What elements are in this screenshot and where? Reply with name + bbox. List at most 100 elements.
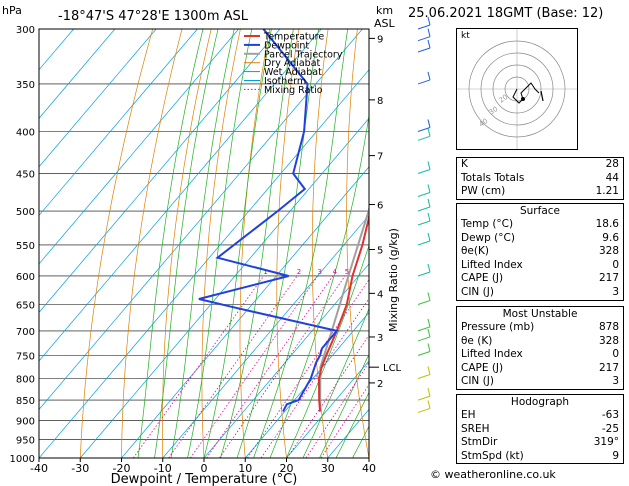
temp-tick-label: 0 xyxy=(201,462,208,475)
isotherm-line xyxy=(39,29,116,119)
temp-tick-label: -10 xyxy=(154,462,172,475)
legend-label: Dry Adiabat xyxy=(264,58,321,69)
temp-tick-label: -40 xyxy=(30,462,48,475)
mixing-ratio-line xyxy=(168,275,298,458)
temp-tick-label: -20 xyxy=(113,462,131,475)
index-row: PW (cm) 1.21 xyxy=(461,185,619,198)
pressure-tick-label: 850 xyxy=(16,396,35,407)
surface-row: Lifted Index 0 xyxy=(461,258,619,271)
mu-row: CAPE (J) 217 xyxy=(461,361,619,374)
dry-adiabat-line xyxy=(239,29,271,458)
wind-barb xyxy=(417,79,431,85)
wind-barb xyxy=(417,300,431,305)
wind-barb xyxy=(427,119,431,128)
wind-barb xyxy=(417,135,431,141)
indices-table: K 28 Totals Totals 44 PW (cm) 1.21 xyxy=(456,157,624,200)
legend-label: Temperature xyxy=(263,32,324,43)
index-row: Totals Totals 44 xyxy=(461,171,619,184)
x-axis-label: Dewpoint / Temperature (°C) xyxy=(111,472,298,486)
mixing-ratio-label: 25 xyxy=(438,268,447,276)
mu-row: θe (K) 328 xyxy=(461,334,619,347)
pressure-tick-label: 1000 xyxy=(10,454,35,465)
pressure-tick-label: 950 xyxy=(16,436,35,447)
mixing-ratio-label: 3 xyxy=(317,268,321,276)
mixing-ratio-label: 5 xyxy=(345,268,349,276)
temp-tick-label: 30 xyxy=(321,462,335,475)
wind-barb xyxy=(417,407,431,413)
mu-row: Lifted Index 0 xyxy=(461,348,619,361)
pressure-tick-label: 750 xyxy=(16,351,35,362)
wet-adiabat-line xyxy=(352,425,369,458)
pressure-tick-label: 600 xyxy=(16,272,35,283)
legend-label: Dewpoint xyxy=(264,40,309,51)
wind-barb xyxy=(417,271,431,277)
wind-barb xyxy=(427,328,431,338)
mixing-ratio-line xyxy=(260,297,369,458)
km-tick-label: 6 xyxy=(377,201,383,212)
location-title: -18°47'S 47°28'E 1300m ASL xyxy=(58,9,249,24)
wind-barb xyxy=(427,263,431,273)
wind-barb xyxy=(427,184,431,193)
dewpoint-line xyxy=(198,29,339,413)
dry-adiabat-line xyxy=(412,29,451,458)
wind-barb xyxy=(427,71,431,81)
asl-label: ASL xyxy=(374,17,396,30)
datetime-title: 25.06.2021 18GMT (Base: 12) xyxy=(408,6,604,21)
isotherm-line xyxy=(162,214,369,458)
wind-barb xyxy=(417,47,431,53)
credit[interactable]: © weatheronline.co.uk xyxy=(430,468,556,481)
surface-table: Surface Temp (°C) 18.6 Dewp (°C) 9.6 θe(K)… xyxy=(456,203,624,301)
km-tick-label: 8 xyxy=(377,96,383,107)
temp-tick-label: 20 xyxy=(280,462,294,475)
legend-label: Mixing Ratio xyxy=(264,85,323,96)
isotherm-line xyxy=(203,263,369,458)
hodo-row: StmSpd (kt) 9 xyxy=(461,449,619,462)
dry-adiabat-line xyxy=(162,29,212,458)
pressure-tick-label: 800 xyxy=(16,374,35,385)
dry-adiabat-line xyxy=(79,29,154,458)
temp-tick-label: -30 xyxy=(71,462,89,475)
isotherm-line xyxy=(39,29,281,313)
wind-barb xyxy=(427,232,431,242)
hodograph-title: Hodograph xyxy=(510,396,570,408)
surface-row: θe(K) 328 xyxy=(461,245,619,258)
pressure-tick-label: 450 xyxy=(16,169,35,180)
wind-barb xyxy=(427,39,431,49)
surface-row: CIN (J) 3 xyxy=(461,285,619,298)
wind-barb xyxy=(417,240,431,246)
legend-label: Wet Adiabat xyxy=(264,67,322,78)
mixing-ratio-label: 1 xyxy=(263,268,267,276)
wet-adiabat-line xyxy=(236,29,319,458)
wet-adiabat-line xyxy=(286,244,369,458)
mu-row: CIN (J) 3 xyxy=(461,375,619,388)
mixing-ratio-line xyxy=(190,275,319,458)
isotherm-line xyxy=(39,29,239,265)
mixing-ratio-label: 8 xyxy=(371,268,375,276)
surface-row: Dewp (°C) 9.6 xyxy=(461,231,619,244)
dry-adiabat-line xyxy=(276,29,300,458)
hodo-ring-label: 40 xyxy=(478,117,490,129)
pressure-tick-label: 350 xyxy=(16,80,35,91)
most-unstable-table: Most Unstable Pressure (mb) 878 θe (K) 328… xyxy=(456,306,624,390)
wind-barb xyxy=(427,161,431,170)
isotherm-line xyxy=(39,29,74,71)
mixing-ratio-line xyxy=(247,278,369,458)
legend-label: Parcel Trajectory xyxy=(264,49,343,60)
temp-tick-label: 40 xyxy=(362,462,376,475)
wet-adiabat-line xyxy=(335,391,369,458)
storm-motion-line xyxy=(540,90,544,102)
wet-adiabat-line xyxy=(170,29,235,458)
wind-barb xyxy=(417,127,431,132)
mixing-ratio-label: 4 xyxy=(333,268,338,276)
wet-adiabat-line xyxy=(302,307,369,458)
wet-adiabat-line xyxy=(187,29,253,458)
wet-adiabat-line xyxy=(368,457,369,458)
lcl-label: LCL xyxy=(383,363,402,374)
pressure-tick-label: 700 xyxy=(16,327,35,338)
isotherm-line xyxy=(39,29,198,216)
wind-barb xyxy=(417,220,431,226)
surface-row: CAPE (J) 217 xyxy=(461,272,619,285)
dry-adiabat-line xyxy=(201,29,241,458)
pressure-tick-label: 550 xyxy=(16,241,35,252)
isotherm-line xyxy=(39,29,157,168)
